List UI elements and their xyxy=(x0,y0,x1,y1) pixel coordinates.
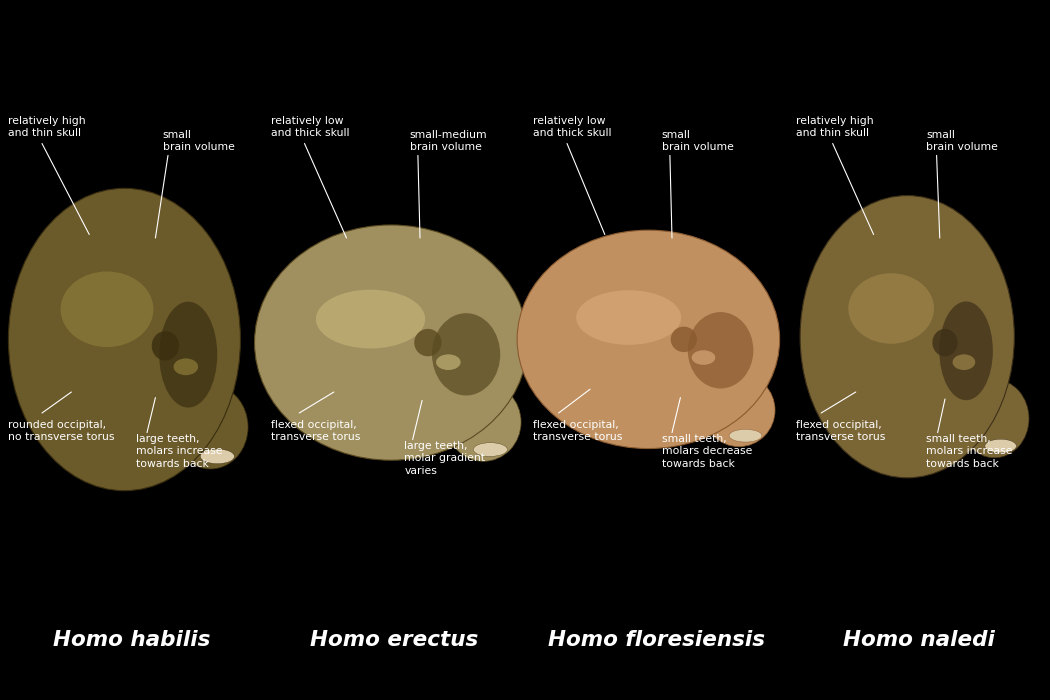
Text: flexed occipital,
transverse torus: flexed occipital, transverse torus xyxy=(271,420,360,442)
Ellipse shape xyxy=(474,442,507,456)
Text: small
brain volume: small brain volume xyxy=(926,130,998,152)
Ellipse shape xyxy=(729,429,762,442)
Text: small teeth,
molars decrease
towards back: small teeth, molars decrease towards bac… xyxy=(662,434,752,469)
Ellipse shape xyxy=(692,350,715,365)
Ellipse shape xyxy=(952,354,975,370)
Ellipse shape xyxy=(848,273,934,344)
Ellipse shape xyxy=(576,290,681,345)
Text: small teeth,
molars increase
towards back: small teeth, molars increase towards bac… xyxy=(926,434,1012,469)
Text: Homo naledi: Homo naledi xyxy=(843,631,994,650)
Ellipse shape xyxy=(316,290,425,349)
Ellipse shape xyxy=(173,358,198,375)
Ellipse shape xyxy=(517,230,779,449)
Ellipse shape xyxy=(160,302,217,407)
Text: large teeth,
molar gradient
varies: large teeth, molar gradient varies xyxy=(404,441,485,476)
Ellipse shape xyxy=(688,312,754,388)
Ellipse shape xyxy=(436,354,461,370)
Ellipse shape xyxy=(151,331,178,360)
Ellipse shape xyxy=(446,383,521,461)
Ellipse shape xyxy=(671,327,697,352)
Text: rounded occipital,
no transverse torus: rounded occipital, no transverse torus xyxy=(8,420,114,442)
Text: relatively high
and thin skull: relatively high and thin skull xyxy=(796,116,874,138)
Ellipse shape xyxy=(800,195,1014,478)
Ellipse shape xyxy=(201,449,234,463)
Text: relatively high
and thin skull: relatively high and thin skull xyxy=(8,116,86,138)
Text: flexed occipital,
transverse torus: flexed occipital, transverse torus xyxy=(533,420,623,442)
Text: flexed occipital,
transverse torus: flexed occipital, transverse torus xyxy=(796,420,885,442)
Text: Homo erectus: Homo erectus xyxy=(310,631,478,650)
Ellipse shape xyxy=(254,225,527,460)
Text: large teeth,
molars increase
towards back: large teeth, molars increase towards bac… xyxy=(136,434,223,469)
Text: small
brain volume: small brain volume xyxy=(163,130,234,152)
Ellipse shape xyxy=(414,329,441,356)
Text: relatively low
and thick skull: relatively low and thick skull xyxy=(533,116,612,138)
Ellipse shape xyxy=(8,188,240,491)
Ellipse shape xyxy=(432,313,500,396)
Ellipse shape xyxy=(985,439,1016,453)
Ellipse shape xyxy=(702,374,775,447)
Text: small
brain volume: small brain volume xyxy=(662,130,733,152)
Ellipse shape xyxy=(932,329,958,356)
Ellipse shape xyxy=(960,379,1029,458)
Text: relatively low
and thick skull: relatively low and thick skull xyxy=(271,116,350,138)
Text: small-medium
brain volume: small-medium brain volume xyxy=(410,130,487,152)
Text: Homo habilis: Homo habilis xyxy=(52,631,210,650)
Ellipse shape xyxy=(940,302,993,400)
Ellipse shape xyxy=(173,385,248,469)
Text: Homo floresiensis: Homo floresiensis xyxy=(548,631,764,650)
Ellipse shape xyxy=(61,272,153,347)
